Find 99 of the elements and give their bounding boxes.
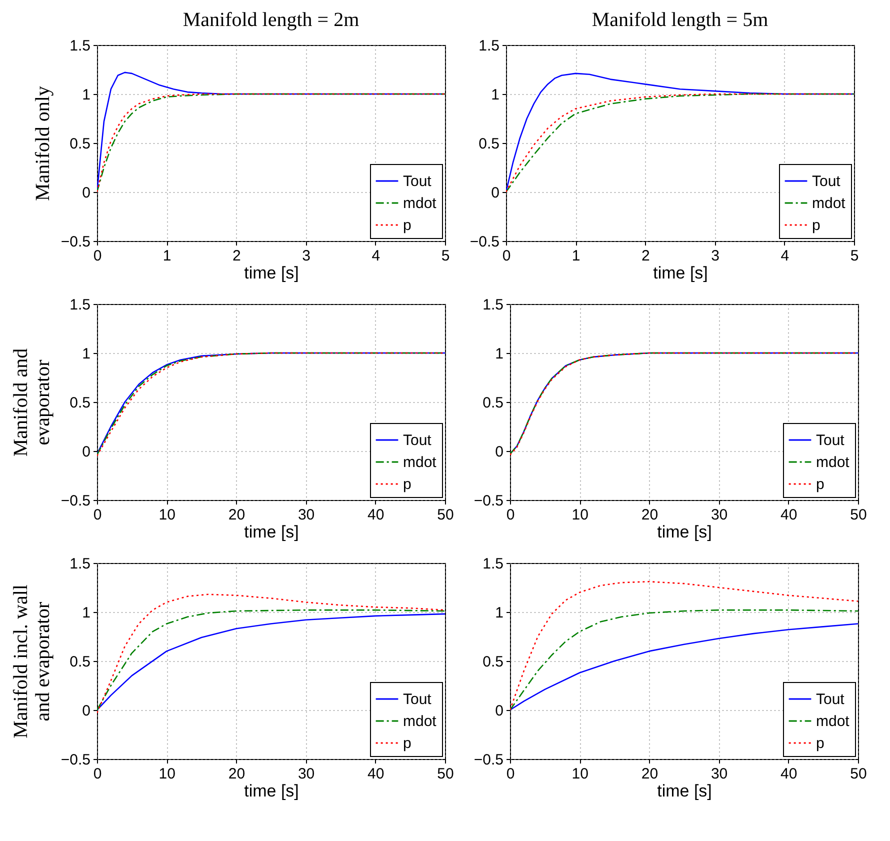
x-tick-label: 3 — [711, 248, 720, 264]
legend-label: Tout — [403, 173, 432, 190]
y-tick-label: 1.5 — [70, 296, 90, 314]
y-axis-title: Manifold only — [32, 86, 54, 201]
x-tick-label: 3 — [302, 248, 310, 264]
y-axis-title: Manifold incl. wall and evaporator — [10, 584, 54, 738]
line-series — [97, 594, 445, 714]
x-axis-title: time [s] — [244, 264, 299, 282]
x-tick-label: 5 — [441, 248, 450, 264]
y-tick-label: −0.5 — [474, 752, 504, 768]
legend-label: mdot — [403, 713, 438, 730]
x-tick-label: 2 — [232, 248, 241, 264]
y-tick-label: 1 — [82, 604, 90, 622]
y-tick-label: 1 — [82, 346, 90, 362]
x-tick-label: 20 — [228, 766, 246, 782]
line-series — [97, 93, 445, 193]
x-tick-label: 4 — [372, 248, 380, 264]
x-tick-label: 0 — [93, 766, 102, 782]
y-tick-label: 0.5 — [482, 394, 504, 412]
x-tick-label: 0 — [93, 506, 102, 524]
legend-label: mdot — [403, 195, 438, 212]
legend-label: p — [816, 735, 824, 752]
x-axis-title: time [s] — [244, 782, 299, 800]
x-tick-label: 2 — [642, 248, 650, 264]
x-tick-label: 10 — [572, 766, 588, 782]
x-tick-label: 10 — [572, 506, 588, 524]
x-tick-label: 20 — [641, 766, 658, 782]
x-tick-label: 1 — [162, 248, 172, 264]
x-tick-label: 1 — [572, 248, 580, 264]
y-tick-label: 0 — [495, 702, 504, 720]
legend-label: mdot — [816, 713, 850, 730]
x-tick-label: 50 — [850, 506, 867, 524]
y-tick-label: −0.5 — [470, 234, 500, 250]
y-tick-label: −0.5 — [60, 234, 90, 250]
y-tick-label: 0 — [82, 184, 90, 202]
legend-label: Tout — [403, 432, 432, 449]
x-axis-title: time [s] — [244, 522, 299, 542]
legend-label: p — [403, 217, 412, 234]
x-tick-label: 40 — [780, 506, 798, 524]
y-tick-label: 1 — [495, 604, 504, 622]
legend-label: Tout — [816, 432, 846, 449]
y-tick-label: 1 — [82, 86, 90, 104]
x-axis-title: time [s] — [657, 522, 712, 542]
legend-label: mdot — [403, 454, 438, 471]
x-tick-label: 40 — [368, 506, 384, 524]
y-tick-label: 1.5 — [482, 556, 504, 572]
y-tick-label: 0 — [82, 444, 90, 460]
y-tick-label: 1.5 — [482, 296, 504, 314]
x-tick-label: 30 — [298, 766, 315, 782]
x-tick-label: 40 — [780, 766, 798, 782]
x-tick-label: 50 — [850, 766, 867, 782]
chart-title: Manifold length = 2m — [182, 9, 360, 31]
legend-label: Tout — [812, 173, 842, 190]
y-tick-label: −0.5 — [60, 752, 90, 768]
x-tick-label: 40 — [368, 766, 384, 782]
y-tick-label: 0 — [491, 184, 500, 202]
legend-label: Tout — [403, 691, 432, 708]
line-series — [506, 72, 854, 193]
legend-label: p — [403, 476, 412, 493]
y-tick-label: 1.5 — [478, 38, 500, 54]
x-tick-label: 30 — [298, 506, 315, 524]
x-tick-label: 10 — [158, 766, 176, 782]
x-tick-label: 30 — [710, 506, 728, 524]
x-axis-title: time [s] — [653, 264, 708, 282]
legend-label: p — [812, 217, 820, 234]
y-tick-label: −0.5 — [60, 492, 90, 510]
y-axis-title: Manifold and evaporator — [10, 348, 54, 457]
legend-label: p — [403, 735, 412, 752]
x-axis-title: time [s] — [657, 782, 712, 800]
legend-label: p — [816, 476, 824, 493]
line-series — [506, 93, 854, 193]
x-tick-label: 50 — [437, 766, 454, 782]
x-tick-label: 0 — [506, 766, 515, 782]
y-tick-label: 1 — [495, 346, 504, 362]
x-tick-label: 20 — [228, 506, 246, 524]
x-tick-label: 10 — [158, 506, 176, 524]
y-tick-label: 0 — [82, 702, 90, 720]
legend-label: Tout — [816, 691, 846, 708]
x-tick-label: 50 — [437, 506, 454, 524]
line-series — [510, 580, 858, 711]
x-tick-label: 0 — [93, 248, 102, 264]
x-tick-label: 5 — [850, 248, 859, 264]
x-tick-label: 30 — [710, 766, 728, 782]
y-tick-label: 0.5 — [70, 654, 90, 670]
x-tick-label: 0 — [506, 506, 515, 524]
y-tick-label: 0 — [495, 444, 504, 460]
chart-title: Manifold length = 5m — [592, 9, 769, 31]
y-tick-label: 0.5 — [70, 394, 90, 412]
x-tick-label: 20 — [641, 506, 658, 524]
y-tick-label: 0.5 — [70, 136, 90, 152]
legend-label: mdot — [816, 454, 850, 471]
y-tick-label: 1.5 — [70, 38, 90, 54]
y-tick-label: 0.5 — [482, 654, 504, 670]
y-tick-label: 0.5 — [478, 136, 500, 152]
legend-label: mdot — [812, 195, 846, 212]
x-tick-label: 4 — [780, 248, 790, 264]
y-tick-label: 1.5 — [70, 556, 90, 572]
y-tick-label: 1 — [491, 86, 500, 104]
y-tick-label: −0.5 — [474, 492, 504, 510]
